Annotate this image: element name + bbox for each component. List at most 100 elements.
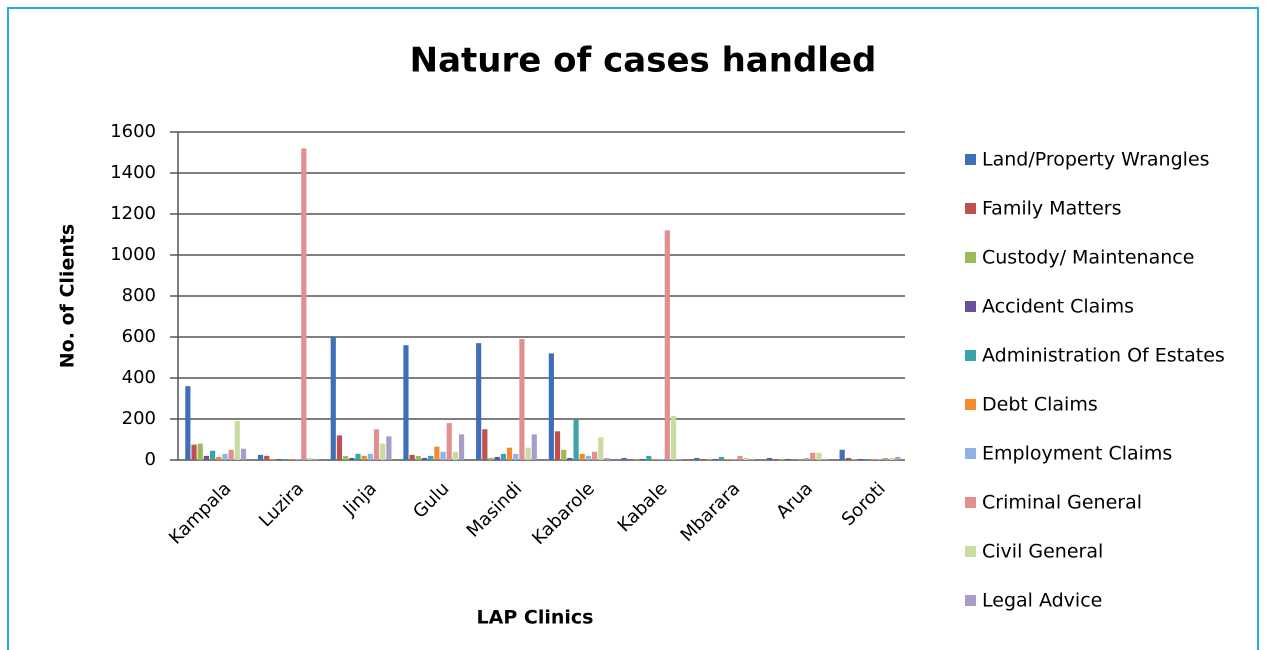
bar [421, 457, 428, 460]
bar [513, 453, 519, 460]
legend-swatch [965, 448, 976, 459]
y-tick-label: 800 [122, 285, 156, 306]
bar [185, 386, 191, 460]
x-tick-label: Luzira [255, 478, 308, 531]
bar [803, 457, 810, 460]
x-tick-label: Arua [772, 478, 817, 523]
y-tick-label: 200 [122, 408, 156, 429]
bar [670, 415, 677, 460]
bar [706, 458, 712, 460]
bar [367, 453, 373, 460]
x-tick-label: Kabarole [528, 478, 599, 549]
bar [440, 451, 446, 460]
bar [749, 458, 755, 460]
bar [791, 458, 797, 460]
bar [725, 458, 731, 460]
bar [592, 451, 598, 460]
x-tick-label: Mbarara [677, 478, 745, 546]
bar [270, 458, 276, 460]
x-tick-label: Kampala [165, 478, 235, 548]
bar [858, 458, 864, 460]
bar [525, 447, 531, 460]
bar [640, 458, 646, 460]
bar [506, 447, 513, 460]
bar [257, 454, 264, 460]
bar [766, 457, 773, 460]
bar [621, 457, 627, 460]
bar [548, 353, 554, 460]
bar [677, 458, 683, 460]
legend-swatch [965, 595, 976, 606]
legend-label: Employment Claims [982, 443, 1172, 465]
bar [579, 453, 585, 460]
bar [658, 458, 664, 460]
bar [797, 458, 803, 460]
legend-swatch [965, 154, 976, 165]
bar [816, 452, 822, 460]
legend-swatch [965, 203, 976, 214]
bar [810, 452, 816, 460]
bar [482, 429, 488, 460]
bar [380, 443, 386, 460]
bar [488, 457, 494, 460]
legend-label: Civil General [982, 541, 1103, 563]
legend-swatch [965, 350, 976, 361]
bar [415, 455, 421, 460]
bar [458, 434, 465, 460]
bar [295, 458, 301, 460]
bar [203, 455, 209, 460]
x-axis-label: LAP Clinics [477, 607, 594, 629]
y-tick-label: 1600 [110, 121, 156, 142]
bar [785, 458, 791, 460]
bar [282, 458, 288, 460]
bar [773, 458, 779, 460]
legend-label: Land/Property Wrangles [982, 149, 1210, 171]
bar [598, 437, 604, 460]
bar [743, 457, 749, 460]
legend-label: Legal Advice [982, 590, 1102, 612]
bar [264, 455, 270, 460]
x-tick-label: Masindi [463, 478, 526, 541]
bar [718, 456, 725, 460]
bar [839, 449, 845, 460]
y-tick-label: 0 [145, 449, 156, 470]
legend-label: Family Matters [982, 198, 1122, 220]
bar [895, 456, 901, 460]
bar [627, 458, 633, 460]
bar [531, 434, 537, 460]
y-axis-label: No. of Clients [57, 224, 79, 369]
bar [301, 148, 307, 460]
bar [652, 458, 658, 460]
bar [428, 455, 434, 460]
bar [779, 458, 785, 460]
bar [494, 456, 500, 460]
bar [313, 458, 319, 460]
legend-swatch [965, 399, 976, 410]
legend-label: Custody/ Maintenance [982, 247, 1194, 269]
bar [737, 455, 743, 460]
bar [216, 456, 222, 460]
bar [403, 345, 409, 460]
y-tick-label: 1000 [110, 244, 156, 265]
bar [845, 457, 851, 460]
bar [222, 453, 228, 460]
x-tick-label: Gulu [409, 478, 453, 522]
legend-label: Criminal General [982, 492, 1142, 514]
legend-swatch [965, 546, 976, 557]
bar [349, 457, 355, 460]
bar [197, 443, 203, 460]
bar [876, 458, 882, 460]
bar [561, 449, 567, 460]
bar [355, 453, 361, 460]
bar [882, 457, 889, 460]
bar [336, 435, 343, 460]
legend-label: Debt Claims [982, 394, 1098, 416]
bar [822, 458, 828, 460]
bar [409, 454, 415, 460]
bar [209, 450, 216, 460]
bar [276, 458, 282, 460]
bar [361, 455, 367, 460]
bar [240, 448, 247, 460]
bar [446, 423, 452, 460]
